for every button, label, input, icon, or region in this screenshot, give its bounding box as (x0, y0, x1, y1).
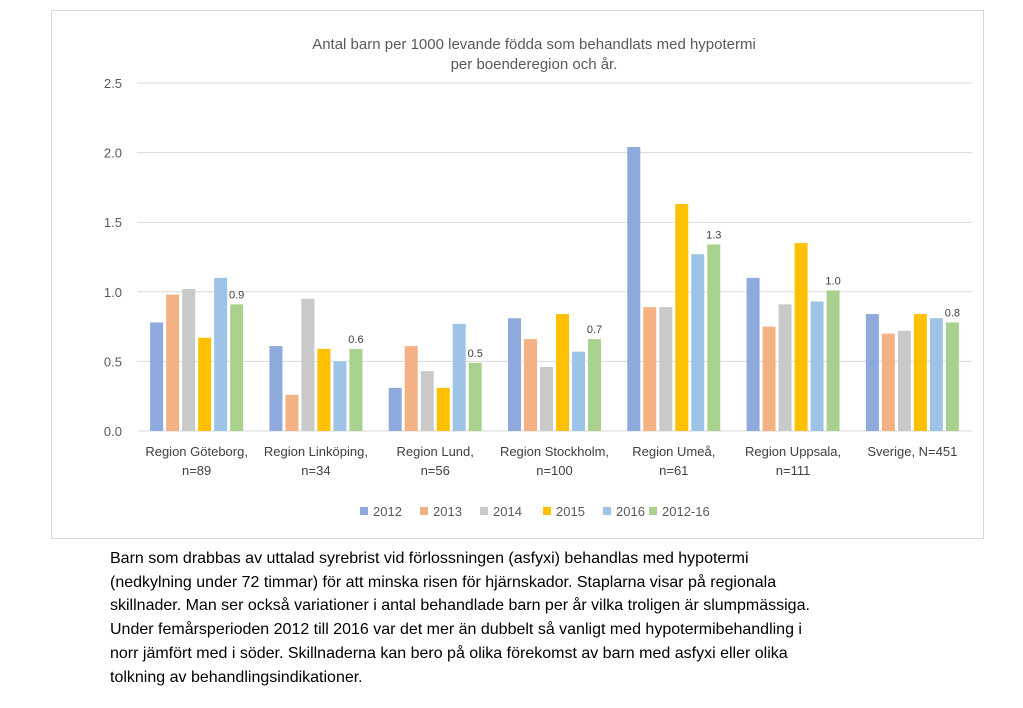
bar-2012-16-4 (707, 244, 721, 431)
bar-2012-16-2 (468, 362, 482, 431)
data-label: 0.7 (587, 324, 602, 336)
bar-2015-4 (675, 204, 689, 431)
legend-swatch-2012 (360, 507, 368, 515)
chart-title-line-1: Antal barn per 1000 levande födda som be… (312, 36, 756, 53)
bar-2012-6 (865, 314, 879, 431)
bars (150, 147, 959, 432)
bar-2016-2 (452, 323, 466, 431)
y-tick-label: 2.5 (104, 76, 122, 91)
bar-2016-4 (691, 254, 705, 431)
x-axis-category-labels: Region Göteborg, n=89 Region Linköping, n=3… (145, 444, 957, 478)
category-label: n=61 (659, 463, 688, 478)
category-label: Region Uppsala, (745, 444, 841, 459)
bar-2013-2 (404, 346, 418, 431)
y-tick-label: 2.0 (104, 146, 122, 161)
caption-line: skillnader. Man ser också variationer i … (110, 597, 810, 615)
category-label: Region Stockholm, (500, 444, 609, 459)
bar-2014-1 (301, 298, 315, 431)
bar-2013-0 (166, 294, 180, 431)
chart-title-line-2: per boenderegion och år. (451, 56, 618, 73)
legend-label: 2012 (373, 504, 402, 519)
bar-2012-0 (150, 322, 164, 431)
category-label: Sverige, N=451 (867, 444, 957, 459)
bar-2013-4 (643, 307, 657, 431)
legend-swatch-2013 (420, 507, 428, 515)
bar-2012-2 (388, 387, 402, 431)
bar-2012-3 (508, 318, 521, 431)
chart-title: Antal barn per 1000 levande födda som be… (312, 36, 756, 73)
category-label: Region Linköping, (264, 444, 368, 459)
legend-label: 2014 (493, 504, 522, 519)
caption-line: norr jämfört med i söder. Skillnaderna k… (110, 644, 788, 662)
bar-2016-6 (929, 318, 943, 431)
bar-2015-0 (198, 337, 212, 431)
legend-label: 2012-16 (662, 504, 710, 519)
y-tick-label: 0.5 (104, 354, 122, 369)
legend: 2012 2013 2014 2015 2016 2012-16 (360, 504, 710, 519)
legend-swatch-2014 (480, 507, 488, 515)
bar-2016-3 (572, 351, 585, 431)
category-label: n=111 (776, 463, 811, 478)
bar-2013-3 (524, 339, 537, 431)
bar-2013-5 (762, 326, 776, 431)
y-tick-label: 1.0 (104, 285, 122, 300)
category-label: Region Göteborg, (145, 444, 248, 459)
data-label: 0.5 (468, 348, 483, 360)
bar-2016-1 (333, 361, 347, 431)
bar-2012-1 (269, 346, 283, 431)
bar-2015-6 (913, 314, 927, 431)
category-label: n=89 (182, 463, 211, 478)
bar-2013-6 (881, 333, 895, 431)
data-label: 0.6 (348, 334, 363, 346)
bar-2012-16-5 (826, 290, 840, 431)
category-label: n=34 (301, 463, 330, 478)
category-label: n=100 (536, 463, 573, 478)
bar-2012-16-3 (588, 339, 601, 431)
data-labels: 0.9 0.6 0.5 0.7 1.3 1.0 0.8 (229, 229, 960, 359)
bar-2013-1 (285, 394, 299, 431)
legend-swatch-2012-16 (649, 507, 657, 515)
legend-label: 2015 (556, 504, 585, 519)
gridlines (137, 82, 972, 432)
caption-line: tolkning av behandlingsindikationer. (110, 668, 363, 686)
bar-2015-3 (556, 314, 569, 431)
bar-chart: Antal barn per 1000 levande födda som be… (104, 36, 972, 519)
y-axis-tick-labels: 0.0 0.5 1.0 1.5 2.0 2.5 (104, 76, 122, 439)
bar-2016-0 (214, 277, 228, 431)
bar-2014-3 (540, 366, 553, 431)
legend-swatch-2016 (603, 507, 611, 515)
chart-frame: Antal barn per 1000 levande födda som be… (51, 10, 984, 539)
y-tick-label: 1.5 (104, 215, 122, 230)
data-label: 0.8 (945, 307, 960, 319)
legend-label: 2013 (433, 504, 462, 519)
bar-2012-16-6 (945, 322, 959, 431)
bar-2014-6 (897, 330, 911, 431)
bar-2012-4 (627, 147, 641, 432)
bar-2014-0 (182, 289, 196, 431)
bar-2014-4 (659, 307, 673, 431)
bar-2014-2 (420, 371, 434, 431)
caption-line: Barn som drabbas av uttalad syrebrist vi… (110, 550, 749, 567)
category-label: Region Lund, (397, 444, 474, 459)
bar-2015-2 (436, 387, 450, 431)
bar-2016-5 (810, 301, 824, 431)
legend-label: 2016 (616, 504, 645, 519)
y-tick-label: 0.0 (104, 424, 122, 439)
bar-2015-5 (794, 243, 808, 431)
category-label: n=56 (421, 463, 450, 478)
legend-swatch-2015 (543, 507, 551, 515)
bar-2012-5 (746, 277, 760, 431)
bar-2014-5 (778, 304, 792, 431)
data-label: 1.0 (825, 275, 840, 287)
category-label: Region Umeå, (632, 444, 715, 459)
bar-2012-16-0 (230, 304, 244, 431)
data-label: 0.9 (229, 289, 244, 301)
caption: Barn som drabbas av uttalad syrebrist vi… (110, 547, 990, 689)
bar-2015-1 (317, 348, 331, 431)
caption-line: (nedkylning under 72 timmar) för att min… (110, 573, 777, 591)
data-label: 1.3 (706, 229, 721, 241)
caption-line: Under femårsperioden 2012 till 2016 var … (110, 621, 802, 639)
bar-2012-16-1 (349, 348, 363, 431)
